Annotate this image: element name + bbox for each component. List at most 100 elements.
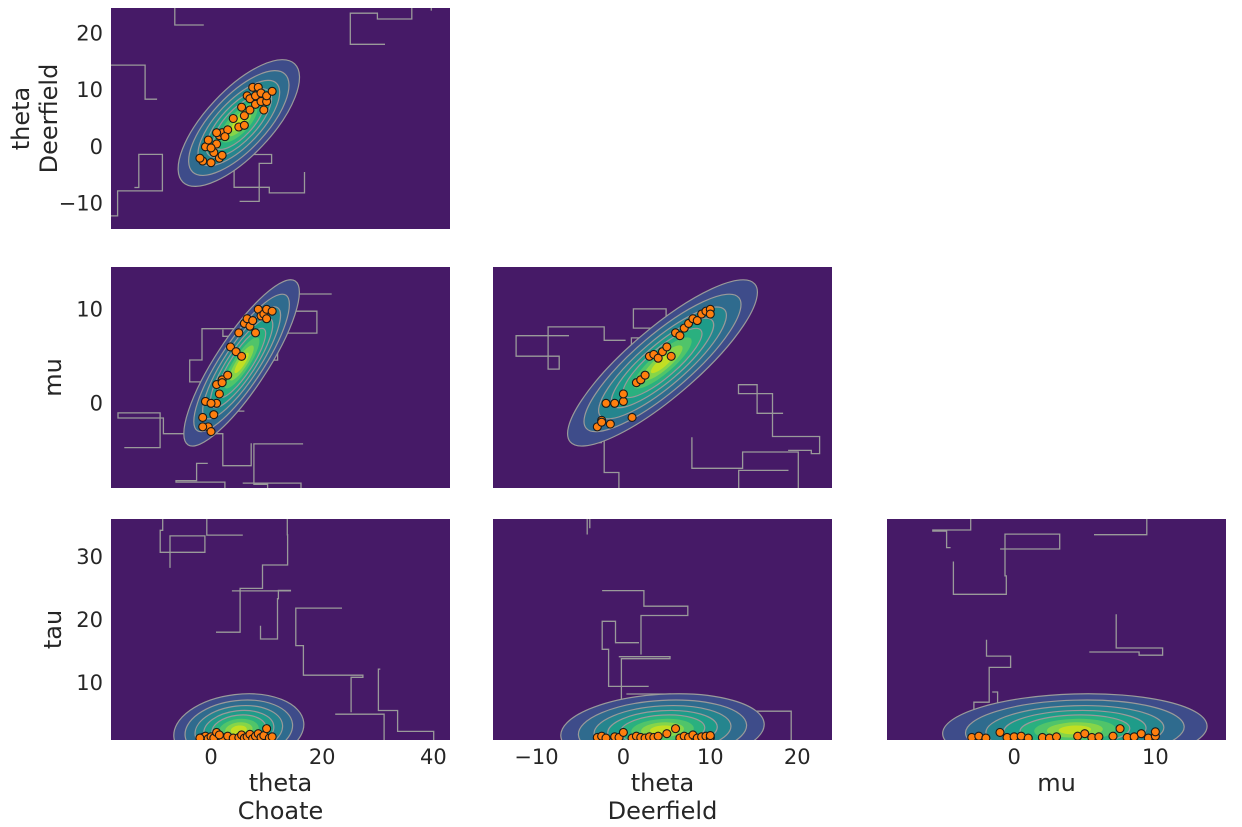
sample-point bbox=[1051, 732, 1062, 740]
sample-point bbox=[1023, 733, 1033, 740]
sample-point bbox=[262, 724, 272, 734]
sample-point bbox=[597, 417, 607, 427]
x-axis-label: Deerfield bbox=[608, 797, 718, 825]
sample-point bbox=[1115, 724, 1125, 734]
sample-point bbox=[228, 113, 238, 124]
sample-point bbox=[267, 86, 277, 96]
sample-point bbox=[618, 389, 628, 399]
sample-point bbox=[692, 316, 702, 326]
panel-mu-vs-theta_Deerfield bbox=[493, 267, 832, 488]
x-axis-label: theta bbox=[631, 769, 695, 797]
sample-point bbox=[981, 733, 991, 740]
sample-point bbox=[601, 398, 611, 408]
sample-point bbox=[250, 328, 261, 338]
outer-contour-line bbox=[691, 437, 799, 488]
y-tick-label: 10 bbox=[76, 78, 103, 102]
sample-point bbox=[618, 727, 628, 737]
sample-point bbox=[666, 351, 676, 361]
sample-point bbox=[237, 102, 247, 112]
sample-point bbox=[198, 422, 208, 432]
x-tick-label: −10 bbox=[514, 745, 558, 769]
outer-contour-line bbox=[231, 589, 292, 640]
sample-point bbox=[267, 306, 277, 316]
outer-contour-line bbox=[737, 384, 821, 455]
sample-point bbox=[995, 727, 1005, 737]
x-axis-label: Choate bbox=[238, 797, 324, 825]
sample-point bbox=[214, 730, 224, 740]
outer-contour-line bbox=[174, 8, 204, 26]
sample-point bbox=[262, 314, 272, 324]
x-tick-label: 40 bbox=[420, 745, 447, 769]
sample-point bbox=[1108, 731, 1118, 740]
sample-point bbox=[239, 120, 249, 130]
sample-point bbox=[1080, 729, 1090, 739]
sample-point bbox=[248, 316, 258, 326]
sample-point bbox=[601, 733, 611, 740]
x-tick-label: 10 bbox=[697, 745, 724, 769]
sample-point bbox=[198, 412, 208, 423]
sample-point bbox=[267, 732, 277, 740]
outer-contour-line bbox=[175, 462, 226, 488]
outer-contour-line bbox=[117, 412, 252, 467]
sample-point bbox=[206, 398, 216, 408]
outer-contour-line bbox=[515, 326, 626, 370]
sample-point bbox=[217, 150, 227, 160]
sample-point bbox=[653, 353, 663, 363]
y-tick-label: 10 bbox=[76, 297, 103, 321]
y-axis-label: theta Deerfield bbox=[7, 64, 63, 174]
panel-theta_Deerfield-vs-theta_Choate: −10 0 10 20 theta Deerfield bbox=[7, 8, 450, 229]
x-tick-label: 0 bbox=[617, 745, 630, 769]
sample-point bbox=[223, 370, 233, 380]
sample-point bbox=[675, 331, 685, 341]
sample-point bbox=[195, 153, 205, 163]
sample-point bbox=[640, 370, 650, 380]
sample-point bbox=[245, 105, 255, 115]
y-tick-label: 0 bbox=[90, 391, 103, 415]
x-axis-label: theta bbox=[249, 769, 313, 797]
outer-contour-line bbox=[242, 443, 304, 488]
sample-point bbox=[610, 398, 620, 408]
x-tick-label: 20 bbox=[309, 745, 336, 769]
panel-tau-vs-mu: 0 10 mu bbox=[887, 519, 1226, 797]
sample-point bbox=[212, 128, 222, 138]
sample-point bbox=[217, 378, 227, 388]
outer-contour-line bbox=[932, 519, 972, 549]
outer-contour-line bbox=[601, 620, 649, 688]
sample-point bbox=[220, 132, 230, 142]
sample-point bbox=[206, 427, 216, 437]
outer-contour-line bbox=[952, 533, 1061, 595]
outer-contour-line bbox=[111, 64, 158, 100]
x-tick-label: 0 bbox=[204, 745, 217, 769]
sample-point bbox=[203, 135, 213, 145]
sample-point bbox=[237, 351, 247, 361]
outer-contour-line bbox=[295, 607, 364, 713]
sample-point bbox=[1136, 729, 1146, 739]
sample-point bbox=[662, 729, 672, 739]
outer-contour-line bbox=[349, 8, 432, 45]
sample-point bbox=[662, 342, 672, 352]
y-axis-label-line: theta bbox=[7, 87, 35, 151]
sample-point bbox=[239, 111, 249, 121]
sample-point bbox=[618, 396, 628, 407]
sample-point bbox=[627, 412, 637, 423]
panel-mu-vs-theta_Choate: 0 10 mu bbox=[39, 267, 450, 488]
x-axis-label: mu bbox=[1037, 769, 1076, 797]
outer-contour-line bbox=[602, 589, 689, 655]
sample-point bbox=[705, 309, 715, 319]
x-tick-label: 20 bbox=[784, 745, 811, 769]
outer-contour-line bbox=[111, 153, 164, 217]
y-tick-label: 20 bbox=[76, 22, 103, 46]
y-axis-label-line: Deerfield bbox=[35, 64, 63, 174]
y-tick-label: 20 bbox=[76, 608, 103, 632]
y-tick-label: 30 bbox=[76, 545, 103, 569]
sample-point bbox=[705, 731, 715, 740]
outer-contour-line bbox=[335, 668, 435, 740]
sample-point bbox=[234, 328, 244, 338]
sample-point bbox=[1150, 727, 1160, 737]
sample-point bbox=[1094, 732, 1104, 740]
sample-point bbox=[259, 105, 269, 115]
outer-contour-line bbox=[216, 519, 289, 633]
sample-point bbox=[605, 419, 615, 429]
